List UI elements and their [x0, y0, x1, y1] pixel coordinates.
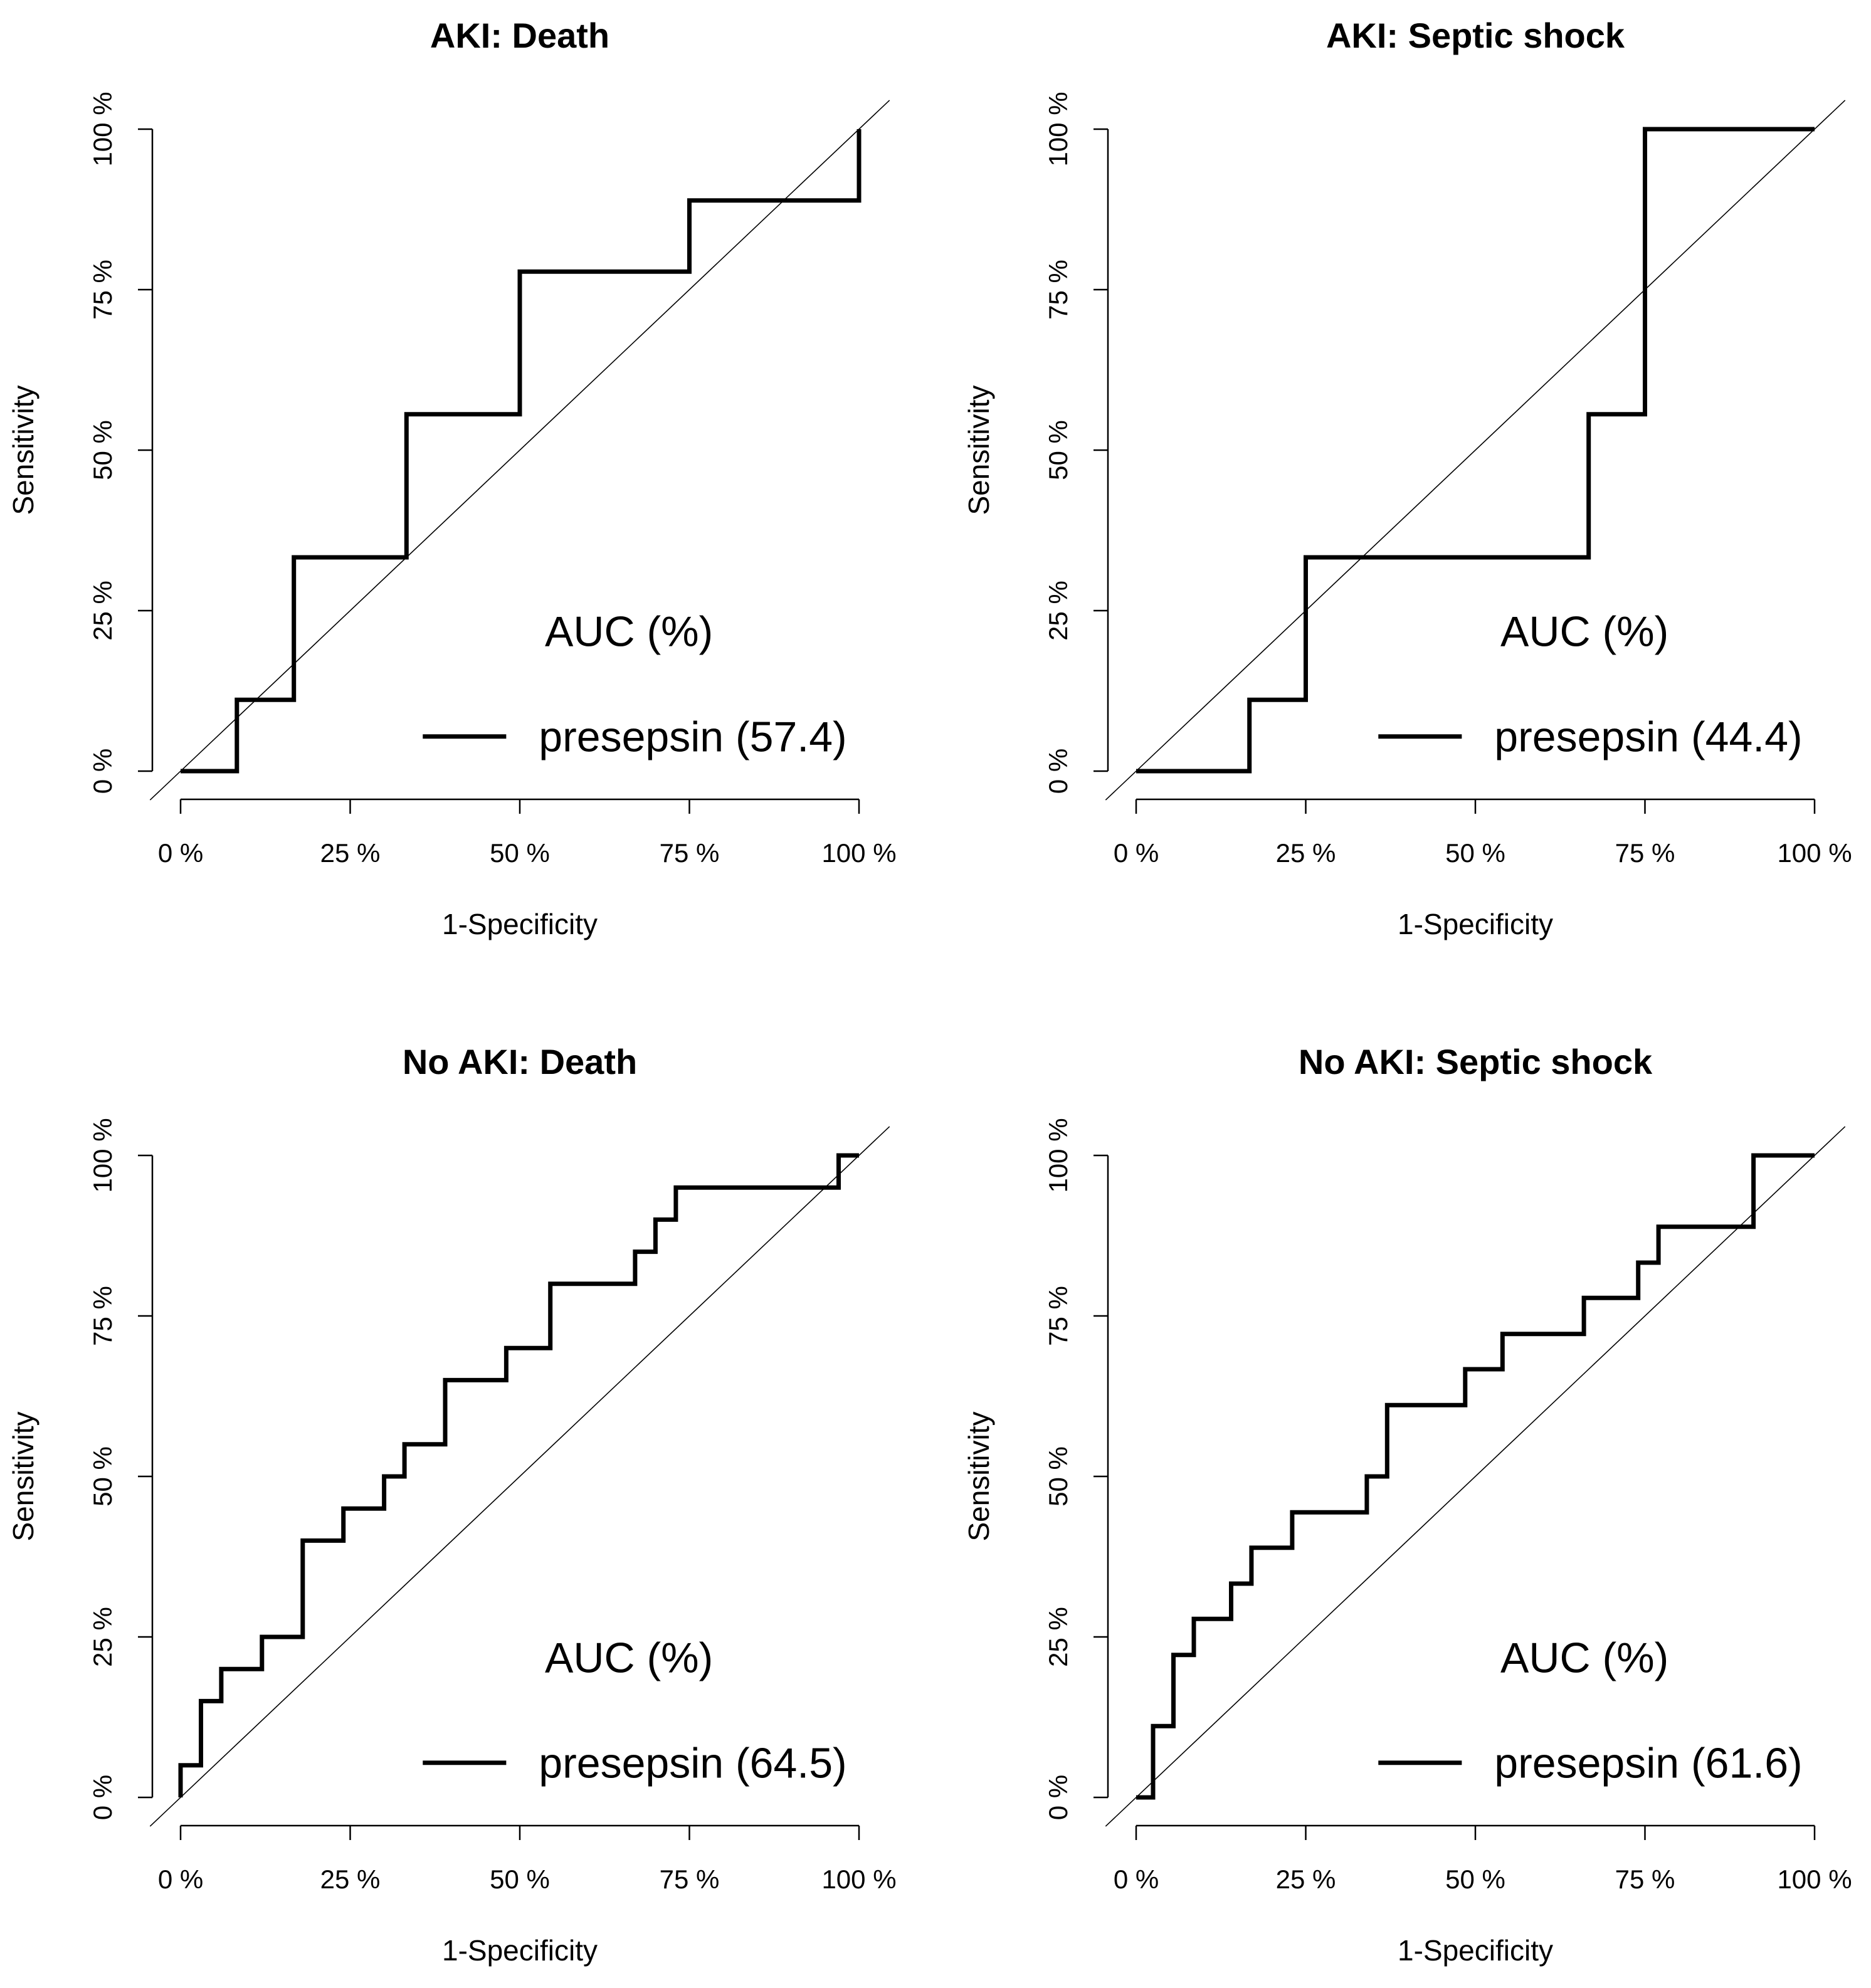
roc-curve-aki-death	[181, 129, 862, 774]
x-tick-label: 25 %	[320, 838, 381, 868]
reference-diagonal-line	[149, 100, 890, 801]
chart-title: No AKI: Death	[403, 1042, 637, 1081]
x-axis-label: 1-Specificity	[1398, 1934, 1553, 1967]
roc-curve-no-aki-septic-shock	[1136, 1153, 1815, 1800]
y-tick-label: 100 %	[1043, 1118, 1073, 1192]
y-tick-label: 50 %	[1043, 1446, 1073, 1507]
y-axis-label: Sensitivity	[7, 385, 40, 515]
y-tick-label: 50 %	[88, 1446, 117, 1507]
legend-title: AUC (%)	[1500, 607, 1668, 655]
x-tick-label: 50 %	[1445, 1864, 1505, 1894]
x-tick-label: 0 %	[1114, 1864, 1159, 1894]
x-tick-label: 75 %	[1615, 1864, 1675, 1894]
y-tick-label: 75 %	[1043, 1286, 1073, 1346]
x-axis-label: 1-Specificity	[442, 1934, 598, 1967]
x-tick-label: 100 %	[821, 1864, 896, 1894]
x-tick-label: 50 %	[490, 838, 550, 868]
y-tick-label: 25 %	[88, 581, 117, 641]
roc-panel-aki-death: AKI: Death 0 % 25 % 50 % 75 % 100 % 0 % 25 % 50 …	[7, 16, 897, 940]
y-tick-label: 25 %	[88, 1607, 117, 1667]
y-axis-label: Sensitivity	[962, 385, 995, 515]
y-tick-label: 0 %	[1043, 1775, 1073, 1820]
legend-title: AUC (%)	[545, 1634, 713, 1681]
y-tick-label: 75 %	[88, 260, 117, 320]
roc-panel-no-aki-death: No AKI: Death 0 % 25 % 50 % 75 % 100 % 0 % 25 %…	[7, 1042, 897, 1967]
legend-entry: presepsin (44.4)	[1494, 713, 1802, 761]
y-tick-label: 0 %	[1043, 749, 1073, 794]
x-tick-label: 100 %	[1777, 1864, 1852, 1894]
chart-title: AKI: Septic shock	[1326, 16, 1625, 55]
chart-title: AKI: Death	[430, 16, 609, 55]
x-tick-label: 100 %	[821, 838, 896, 868]
legend-title: AUC (%)	[1500, 1634, 1668, 1681]
y-tick-label: 75 %	[1043, 260, 1073, 320]
y-tick-label: 100 %	[1043, 92, 1073, 166]
y-axis-label: Sensitivity	[7, 1411, 40, 1541]
x-tick-label: 50 %	[490, 1864, 550, 1894]
reference-diagonal-line	[149, 1126, 890, 1827]
reference-diagonal-line	[1105, 100, 1846, 801]
y-tick-label: 25 %	[1043, 1607, 1073, 1667]
x-tick-label: 75 %	[660, 838, 720, 868]
roc-panel-no-aki-septic-shock: No AKI: Septic shock 0 % 25 % 50 % 75 % 100 %…	[962, 1042, 1852, 1967]
x-tick-label: 50 %	[1445, 838, 1505, 868]
reference-diagonal-line	[1105, 1126, 1846, 1827]
chart-title: No AKI: Septic shock	[1299, 1042, 1653, 1081]
y-tick-label: 50 %	[1043, 420, 1073, 480]
y-tick-label: 50 %	[88, 420, 117, 480]
x-tick-label: 25 %	[320, 1864, 381, 1894]
y-tick-label: 0 %	[88, 1775, 117, 1820]
legend-entry: presepsin (57.4)	[539, 713, 846, 761]
roc-curve-no-aki-death	[178, 1153, 859, 1797]
x-tick-label: 75 %	[1615, 838, 1675, 868]
roc-curve-aki-septic-shock	[1136, 127, 1815, 774]
y-tick-label: 100 %	[88, 1118, 117, 1192]
x-axis-label: 1-Specificity	[442, 908, 598, 940]
x-tick-label: 0 %	[158, 838, 203, 868]
legend-entry: presepsin (64.5)	[539, 1740, 846, 1787]
y-tick-label: 0 %	[88, 749, 117, 794]
y-axis-label: Sensitivity	[962, 1411, 995, 1541]
roc-panel-aki-septic-shock: AKI: Septic shock 0 % 25 % 50 % 75 % 100 % 0 %…	[962, 16, 1852, 940]
y-tick-label: 75 %	[88, 1286, 117, 1346]
x-tick-label: 0 %	[1114, 838, 1159, 868]
x-tick-label: 25 %	[1276, 1864, 1336, 1894]
x-tick-label: 100 %	[1777, 838, 1852, 868]
x-tick-label: 75 %	[660, 1864, 720, 1894]
legend-entry: presepsin (61.6)	[1494, 1740, 1802, 1787]
x-axis-label: 1-Specificity	[1398, 908, 1553, 940]
x-tick-label: 0 %	[158, 1864, 203, 1894]
y-tick-label: 100 %	[88, 92, 117, 166]
x-tick-label: 25 %	[1276, 838, 1336, 868]
legend-title: AUC (%)	[545, 607, 713, 655]
y-tick-label: 25 %	[1043, 581, 1073, 641]
